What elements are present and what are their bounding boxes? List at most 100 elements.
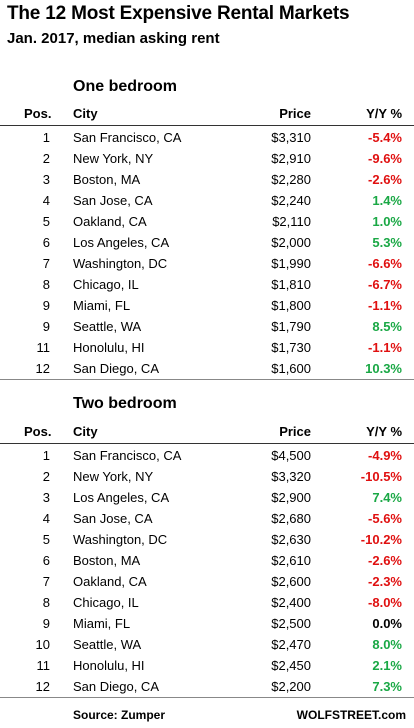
price-cell: $2,680 [271, 511, 311, 526]
city-cell: Washington, DC [73, 256, 168, 271]
yoy-cell: -9.6% [368, 151, 402, 166]
price-cell: $2,450 [271, 658, 311, 673]
rank-cell: 10 [35, 637, 50, 652]
city-cell: Los Angeles, CA [73, 235, 170, 250]
yoy-cell: -8.0% [368, 595, 402, 610]
price-cell: $2,400 [271, 595, 311, 610]
rank-cell: 6 [42, 235, 50, 250]
city-cell: Chicago, IL [73, 277, 139, 292]
city-cell: Oakland, CA [73, 574, 147, 589]
rank-cell: 5 [42, 532, 50, 547]
brand-watermark: WOLFSTREET.com [296, 708, 406, 722]
rank-cell: 4 [42, 511, 50, 526]
city-cell: San Jose, CA [73, 511, 153, 526]
table-row: 4 San Jose, CA $2,680 -5.6% [0, 508, 414, 529]
yoy-cell: -1.1% [368, 298, 402, 313]
city-cell: Washington, DC [73, 532, 168, 547]
price-cell: $2,240 [271, 193, 311, 208]
yoy-cell: 8.5% [372, 319, 402, 334]
yoy-cell: 2.1% [372, 658, 402, 673]
price-cell: $1,810 [271, 277, 311, 292]
city-cell: San Diego, CA [73, 679, 159, 694]
rank-cell: 5 [42, 214, 50, 229]
table-row: 9 Miami, FL $2,500 0.0% [0, 613, 414, 634]
price-cell: $2,600 [271, 574, 311, 589]
rank-cell: 12 [35, 679, 50, 694]
city-cell: Boston, MA [73, 172, 141, 187]
price-cell: $2,280 [271, 172, 311, 187]
table-row: 9 Miami, FL $1,800 -1.1% [0, 295, 414, 316]
rank-cell: 11 [36, 658, 51, 673]
table-header: Pos. City Price Y/Y % [0, 421, 414, 445]
rank-cell: 2 [42, 469, 50, 484]
table-bottom-divider [0, 697, 414, 698]
city-cell: Honolulu, HI [73, 340, 145, 355]
table-row: 2 New York, NY $2,910 -9.6% [0, 148, 414, 169]
rank-cell: 9 [42, 319, 50, 334]
yoy-cell: 8.0% [372, 637, 402, 652]
yoy-cell: 7.3% [372, 679, 402, 694]
yoy-cell: -10.5% [360, 469, 402, 484]
table-row: 5 Washington, DC $2,630 -10.2% [0, 529, 414, 550]
city-cell: Miami, FL [73, 616, 131, 631]
price-cell: $3,320 [271, 469, 311, 484]
city-cell: Oakland, CA [73, 214, 147, 229]
city-cell: New York, NY [73, 151, 154, 166]
table-row: 12 San Diego, CA $2,200 7.3% [0, 676, 414, 697]
price-cell: $2,500 [271, 616, 311, 631]
rank-cell: 6 [42, 553, 50, 568]
two-bedroom-table: Pos. City Price Y/Y % 1 San Francisco, CA $4,5… [0, 421, 414, 698]
price-cell: $2,910 [271, 151, 311, 166]
price-cell: $1,790 [271, 319, 311, 334]
rank-cell: 8 [42, 595, 50, 610]
city-cell: San Diego, CA [73, 361, 159, 376]
city-cell: San Jose, CA [73, 193, 153, 208]
city-cell: Miami, FL [73, 298, 131, 313]
table-row: 1 San Francisco, CA $3,310 -5.4% [0, 127, 414, 148]
header-yoy: Y/Y % [366, 424, 402, 439]
header-city: City [73, 424, 98, 439]
table-row: 7 Oakland, CA $2,600 -2.3% [0, 571, 414, 592]
city-cell: San Francisco, CA [73, 130, 182, 145]
table-row: 9 Seattle, WA $1,790 8.5% [0, 316, 414, 337]
rank-cell: 2 [42, 151, 50, 166]
header-pos: Pos. [24, 424, 52, 439]
chart-subtitle: Jan. 2017, median asking rent [7, 30, 220, 47]
price-cell: $1,730 [271, 340, 311, 355]
table-row: 5 Oakland, CA $2,110 1.0% [0, 211, 414, 232]
table-row: 10 Seattle, WA $2,470 8.0% [0, 634, 414, 655]
yoy-cell: -5.6% [368, 511, 402, 526]
yoy-cell: -4.9% [368, 448, 402, 463]
table-row: 1 San Francisco, CA $4,500 -4.9% [0, 445, 414, 466]
rank-cell: 9 [42, 616, 50, 631]
header-yoy: Y/Y % [366, 106, 402, 121]
header-city: City [73, 106, 98, 121]
city-cell: Los Angeles, CA [73, 490, 170, 505]
price-cell: $4,500 [271, 448, 311, 463]
yoy-cell: -10.2% [360, 532, 402, 547]
city-cell: Seattle, WA [73, 319, 142, 334]
header-pos: Pos. [24, 106, 52, 121]
price-cell: $2,900 [271, 490, 311, 505]
table-row: 8 Chicago, IL $1,810 -6.7% [0, 274, 414, 295]
yoy-cell: -5.4% [368, 130, 402, 145]
one-bedroom-table: Pos. City Price Y/Y % 1 San Francisco, CA $3,3… [0, 103, 414, 380]
yoy-cell: -1.1% [368, 340, 402, 355]
yoy-cell: -2.6% [368, 553, 402, 568]
yoy-cell: 1.0% [372, 214, 402, 229]
city-cell: Boston, MA [73, 553, 141, 568]
header-price: Price [279, 106, 311, 121]
table-row: 8 Chicago, IL $2,400 -8.0% [0, 592, 414, 613]
section-title-two-bedroom: Two bedroom [73, 395, 177, 412]
header-divider [0, 125, 414, 126]
price-cell: $1,990 [271, 256, 311, 271]
price-cell: $3,310 [271, 130, 311, 145]
rank-cell: 7 [42, 256, 50, 271]
price-cell: $2,610 [271, 553, 311, 568]
table-row: 3 Boston, MA $2,280 -2.6% [0, 169, 414, 190]
price-cell: $2,470 [271, 637, 311, 652]
price-cell: $1,600 [271, 361, 311, 376]
rank-cell: 12 [35, 361, 50, 376]
rank-cell: 8 [42, 277, 50, 292]
rank-cell: 3 [42, 490, 50, 505]
